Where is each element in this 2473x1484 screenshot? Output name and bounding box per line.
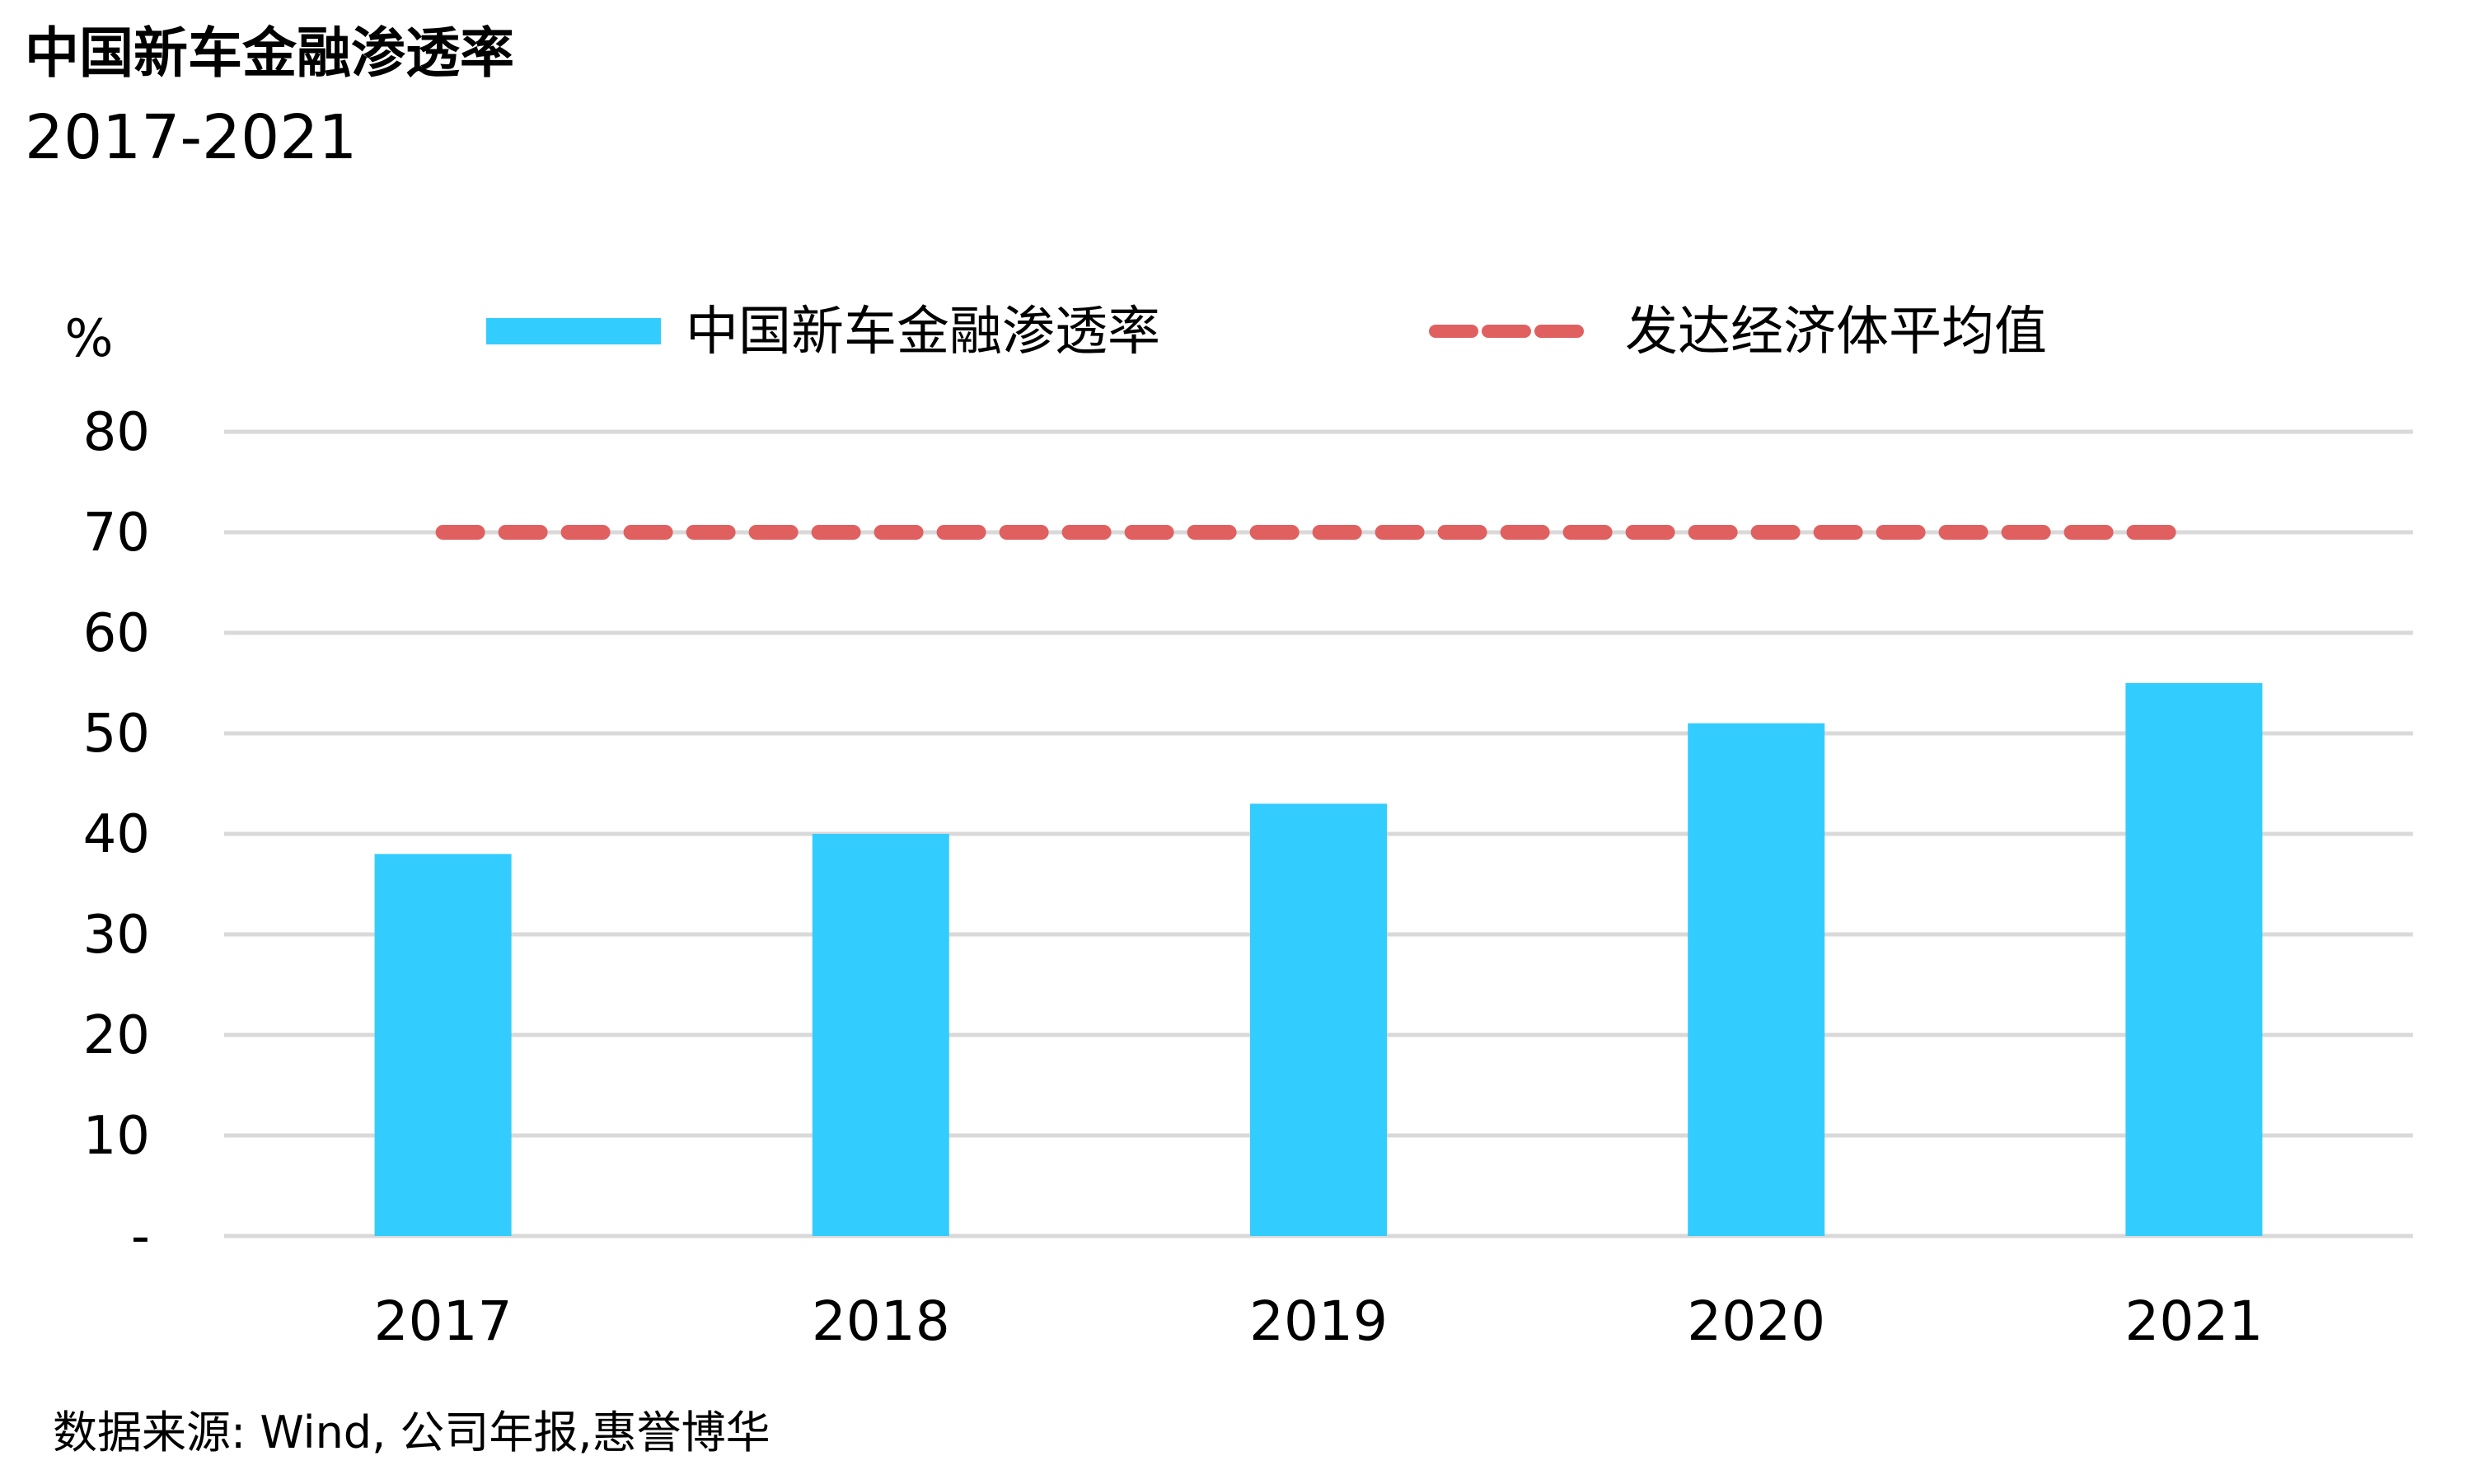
- chart-subtitle: 2017-2021: [25, 102, 358, 173]
- x-tick-label: 2018: [812, 1290, 950, 1353]
- x-tick-label: 2021: [2124, 1290, 2263, 1353]
- source-note: 数据来源: Wind, 公司年报,惠誉博华: [53, 1407, 770, 1458]
- y-tick-label: -: [131, 1206, 150, 1267]
- chart-title: 中国新车金融渗透率: [25, 21, 514, 85]
- x-axis-ticks: 2017 2018 2019 2020 2021: [374, 1290, 2264, 1353]
- y-axis-ticks: - 10 20 30 40 50 60 70 80: [83, 402, 150, 1267]
- y-tick-label: 20: [83, 1005, 150, 1066]
- y-tick-label: 50: [83, 704, 150, 765]
- x-tick-label: 2017: [374, 1290, 513, 1353]
- legend-label-bar: 中国新车金融渗透率: [686, 302, 1160, 363]
- y-tick-label: 80: [83, 402, 150, 463]
- y-axis-label: %: [65, 308, 114, 368]
- bar-series: [374, 683, 2263, 1236]
- legend-label-line: 发达经济体平均值: [1625, 302, 2047, 363]
- x-tick-label: 2020: [1687, 1290, 1825, 1353]
- y-tick-label: 10: [83, 1106, 150, 1167]
- bar: [374, 854, 512, 1236]
- y-tick-label: 60: [83, 603, 150, 664]
- bar: [1250, 803, 1387, 1236]
- legend: 中国新车金融渗透率 发达经济体平均值: [486, 302, 2047, 363]
- bar: [812, 834, 949, 1236]
- bar: [1688, 723, 1825, 1236]
- y-tick-label: 70: [83, 503, 150, 564]
- y-tick-label: 40: [83, 804, 150, 865]
- x-tick-label: 2019: [1249, 1290, 1388, 1353]
- bar: [2125, 683, 2263, 1236]
- y-tick-label: 30: [83, 905, 150, 966]
- legend-swatch-bar: [486, 318, 661, 344]
